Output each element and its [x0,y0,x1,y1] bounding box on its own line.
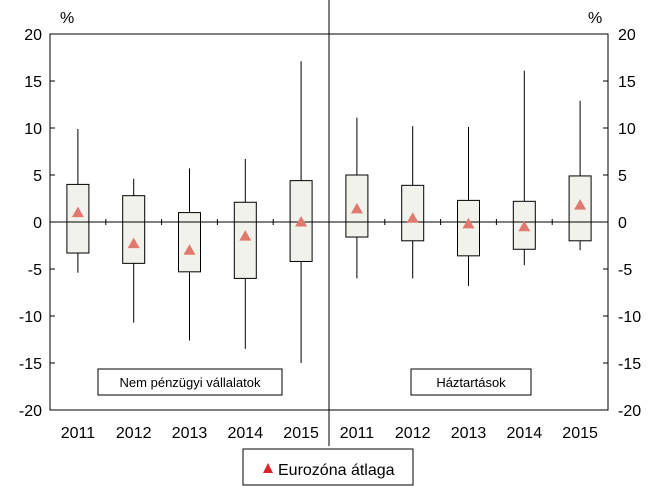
panel-label-box [410,368,532,396]
y-tick-label-right: -10 [618,309,641,326]
x-tick-label: 2015 [283,425,319,442]
x-tick-label: 2012 [116,425,152,442]
panel-label: Nem pénzügyi vállalatok [120,375,261,390]
x-tick-label: 2014 [228,425,264,442]
y-tick-label-left: -10 [19,309,42,326]
y-tick-label-left: -15 [19,356,42,373]
y-tick-label-right: 20 [618,27,636,44]
y-tick-label-right: 5 [618,168,627,185]
x-tick-label: 2013 [451,425,487,442]
y-tick-label-left: -20 [19,403,42,420]
mean-marker [406,212,419,223]
x-tick-label: 2011 [340,425,375,442]
panel-label-box [97,368,283,396]
mean-marker [350,202,363,214]
y-tick-label-right: -5 [618,262,632,279]
y-tick-label-right: -15 [618,356,641,373]
x-tick-label: 2011 [61,425,96,442]
x-tick-label: 2012 [395,425,431,442]
mean-marker [574,199,587,210]
y-tick-label-left: 20 [24,27,42,44]
mean-marker [239,230,252,241]
panel-label: Háztartások [436,375,506,390]
mean-marker [183,244,196,255]
box [122,195,146,264]
y-tick-label-left: 5 [33,168,42,185]
legend-label: Eurozóna átlaga [278,462,395,479]
x-tick-label: 2013 [172,425,208,442]
x-tick-label: 2015 [562,425,598,442]
left-unit-label: % [60,10,74,27]
y-tick-label-right: 15 [618,74,636,91]
right-unit-label: % [588,10,602,27]
legend-box [242,448,414,486]
mean-marker [295,216,308,227]
legend-triangle-marker [263,463,273,473]
mean-marker [518,220,531,232]
y-tick-label-left: -5 [28,262,42,279]
y-tick-label-left: 10 [24,121,42,138]
y-tick-label-right: 10 [618,121,636,138]
legend: Eurozóna átlaga [242,448,414,486]
y-tick-label-left: 15 [24,74,42,91]
mean-marker [71,206,84,218]
box [178,212,201,273]
mean-marker [462,217,475,229]
y-tick-label-left: 0 [33,215,42,232]
box [66,183,90,254]
mean-marker [127,237,140,249]
y-tick-label-right: 0 [618,215,627,232]
x-tick-label: 2014 [507,425,543,442]
y-tick-label-right: -20 [618,403,641,420]
